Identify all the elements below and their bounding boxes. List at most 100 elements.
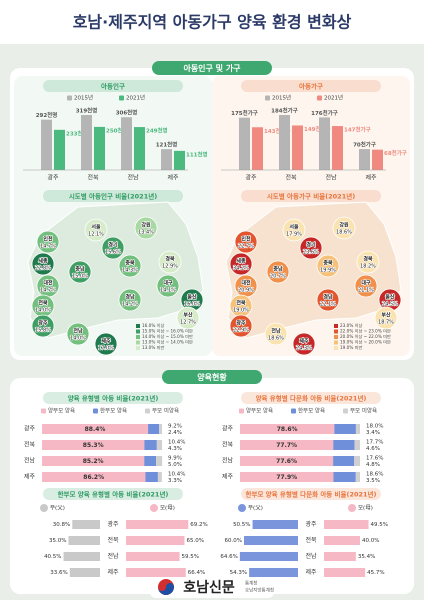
region-name: 전남 xyxy=(271,328,281,335)
bar-segment xyxy=(354,456,360,466)
data-label: 78.6% xyxy=(277,426,298,433)
data-label: 77.9% xyxy=(276,474,297,481)
region-name: 서울 xyxy=(289,224,299,231)
region-value: 12.1% xyxy=(88,232,104,238)
region-value: 14.0% xyxy=(35,308,51,314)
bar xyxy=(63,552,100,561)
data-label: 60.0% xyxy=(225,538,242,544)
region-value: 20.7% xyxy=(270,274,286,280)
data-label: 88.4% xyxy=(85,426,106,433)
legend-swatch xyxy=(136,340,140,345)
region-name: 충남 xyxy=(75,266,85,273)
region-name: 전북 xyxy=(236,300,246,307)
data-label: 2.4% xyxy=(168,430,182,436)
y-tick-label: 전북 xyxy=(222,441,234,449)
chart-title: 시도별 아동가구 비율(2021년) xyxy=(267,192,355,201)
bar xyxy=(324,552,356,561)
bar xyxy=(239,552,298,561)
region-name: 인천 xyxy=(241,236,251,243)
bar xyxy=(68,536,100,545)
chart-title: 아동인구 xyxy=(101,82,125,91)
x-tick-label: 제주 xyxy=(167,174,179,182)
category-label: 제주 xyxy=(305,568,317,576)
bar-segment xyxy=(42,472,146,482)
region-value: 14.1% xyxy=(160,288,176,294)
chart-title-pill xyxy=(43,488,183,500)
x-tick-label: 전남 xyxy=(325,174,337,182)
legend-label: 2015년 xyxy=(272,94,291,102)
legend-label: 13.0% 이상 ~ 14.0% 미만 xyxy=(142,339,193,346)
region xyxy=(134,216,158,240)
bar-segment xyxy=(355,472,360,482)
bar xyxy=(292,125,303,170)
chart-title-pill xyxy=(241,80,381,92)
region-value: 22.9% xyxy=(233,328,249,334)
legend-swatch xyxy=(334,329,338,334)
chart-title-pill xyxy=(43,80,183,92)
title: 호남·제주지역 아동가구 양육 환경 변화상 xyxy=(73,13,352,32)
region-name: 충남 xyxy=(273,266,283,273)
map-outline xyxy=(225,201,402,339)
data-label: 5.0% xyxy=(168,462,182,468)
data-label: 319천명 xyxy=(76,107,98,115)
region-name: 경북 xyxy=(165,256,175,263)
bar-segment xyxy=(148,424,160,434)
region-value: 12.7% xyxy=(180,320,196,326)
legend-swatch xyxy=(119,95,124,101)
data-label: 77.6% xyxy=(276,458,297,465)
region xyxy=(229,314,253,338)
y-tick-label: 제주 xyxy=(24,473,36,481)
x-tick-label: 전북 xyxy=(285,174,297,182)
data-label: 4.3% xyxy=(168,446,182,452)
legend-swatch xyxy=(145,408,150,414)
bar xyxy=(54,129,65,170)
data-label: 18.0% xyxy=(366,424,383,430)
bar-segment xyxy=(354,440,360,450)
y-tick-label: 광주 xyxy=(222,426,234,433)
chart-title: 한부모 양육 유형별 다문화 아동 비율(2021년) xyxy=(245,490,376,499)
category-label: 전남 xyxy=(107,552,119,560)
region-name: 서울 xyxy=(91,224,101,231)
region-name: 울산 xyxy=(187,294,197,301)
bar-segment xyxy=(144,440,157,450)
region xyxy=(68,260,92,284)
region-name: 강원 xyxy=(339,222,349,229)
series-header: 모(母) xyxy=(160,505,175,512)
footer-box xyxy=(150,576,274,598)
bar xyxy=(94,126,105,170)
data-label: 250천명 xyxy=(106,126,128,134)
legend-label: 19.0% 이상 ~ 20.0% 미만 xyxy=(340,339,391,346)
bar xyxy=(249,568,298,577)
x-tick-label: 전북 xyxy=(87,174,99,182)
bar-segment xyxy=(333,440,355,450)
region-value: 21.1% xyxy=(358,288,374,294)
legend-label: 14.0% 이상 ~ 15.0% 미만 xyxy=(142,333,193,340)
bar-segment xyxy=(42,424,149,434)
data-label: 10.4% xyxy=(168,472,185,478)
data-label: 45.7% xyxy=(367,570,384,576)
legend-swatch xyxy=(136,346,140,350)
region-value: 18.2% xyxy=(360,264,376,270)
region-name: 세종 xyxy=(236,258,246,265)
bar xyxy=(324,520,369,529)
category-label: 광주 xyxy=(107,521,119,528)
legend-label: 13.0% 미만 xyxy=(142,344,164,351)
region-value: 14.7% xyxy=(40,244,56,250)
region-value: 24.3% xyxy=(296,346,312,352)
footer-agency: 호남지방통계청 xyxy=(245,587,274,594)
bar-segment xyxy=(156,456,163,466)
data-label: 175천가구 xyxy=(231,109,258,117)
legend-swatch xyxy=(136,335,140,339)
region-name: 경기 xyxy=(108,242,118,249)
bar xyxy=(72,520,100,529)
region-value: 22.7% xyxy=(238,244,254,250)
region-name: 울산 xyxy=(385,294,395,301)
region-name: 부산 xyxy=(381,312,391,319)
bar xyxy=(126,568,186,577)
legend-swatch xyxy=(334,346,338,350)
region-value: 20.9% xyxy=(238,288,254,294)
region-name: 경북 xyxy=(363,256,373,263)
person-icon xyxy=(238,504,246,512)
region xyxy=(264,322,288,346)
region xyxy=(118,288,142,312)
